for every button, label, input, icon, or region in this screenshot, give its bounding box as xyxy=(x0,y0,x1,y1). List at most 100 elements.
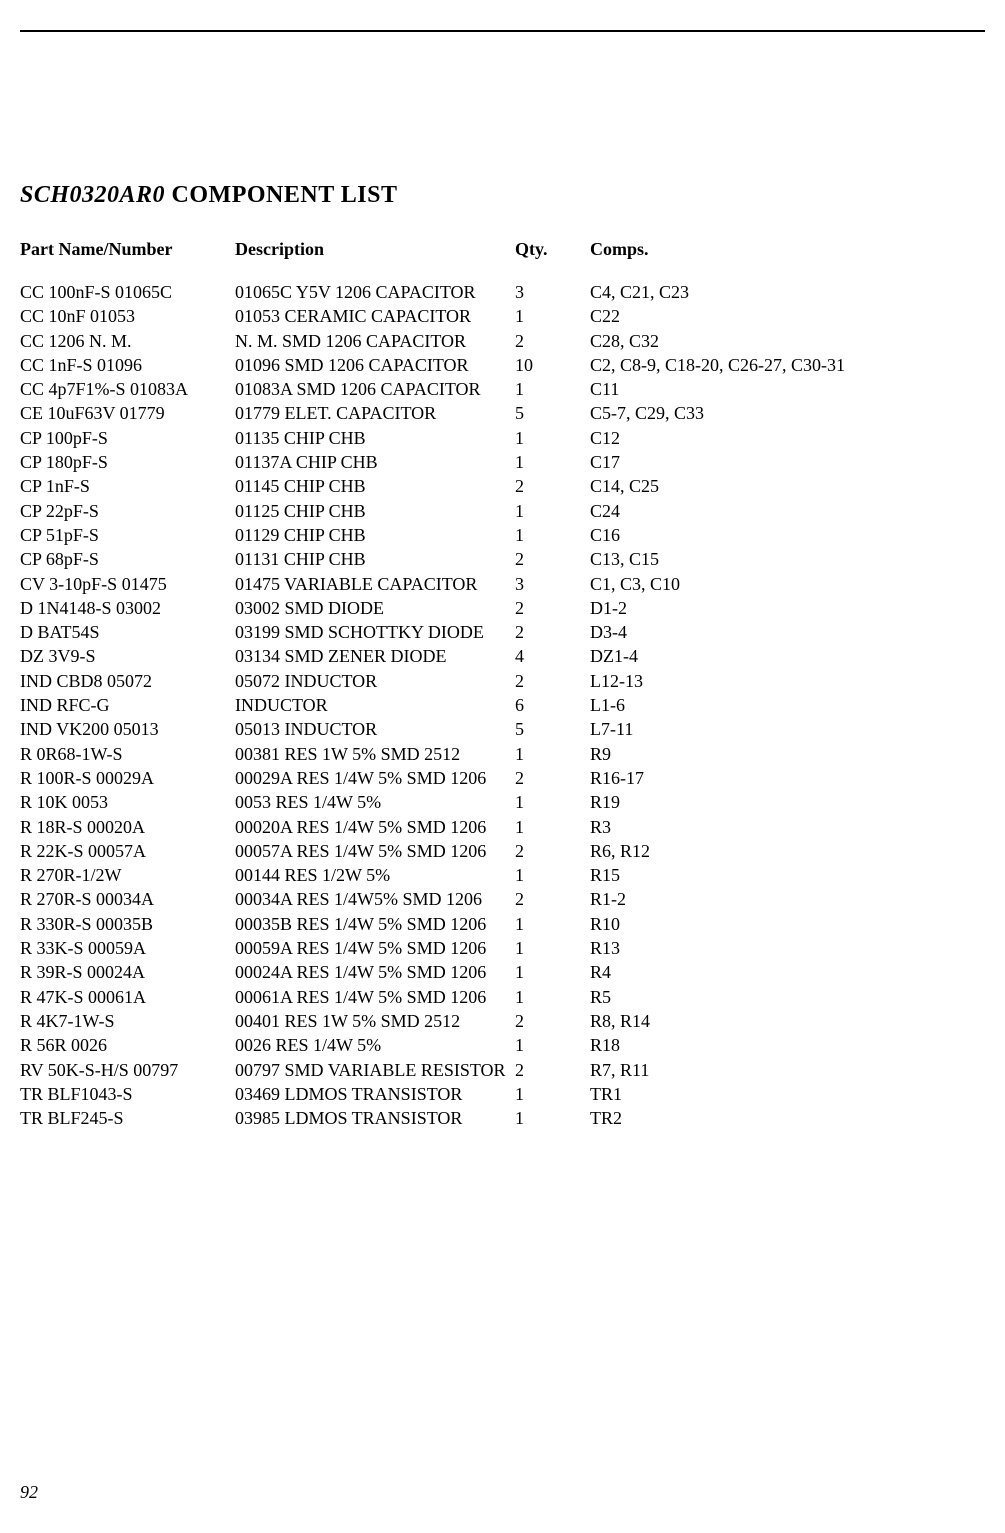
cell-comps: L7-11 xyxy=(590,717,985,741)
cell-part: R 0R68-1W-S xyxy=(20,742,235,766)
cell-comps: DZ1-4 xyxy=(590,644,985,668)
cell-part: R 39R-S 00024A xyxy=(20,960,235,984)
cell-comps: C11 xyxy=(590,377,985,401)
cell-part: CC 10nF 01053 xyxy=(20,304,235,328)
cell-qty: 1 xyxy=(515,377,590,401)
cell-comps: R5 xyxy=(590,985,985,1009)
cell-comps: R9 xyxy=(590,742,985,766)
cell-part: R 4K7-1W-S xyxy=(20,1009,235,1033)
cell-description: 00381 RES 1W 5% SMD 2512 xyxy=(235,742,515,766)
table-row: R 33K-S 00059A00059A RES 1/4W 5% SMD 120… xyxy=(20,936,985,960)
cell-description: 01475 VARIABLE CAPACITOR xyxy=(235,572,515,596)
cell-comps: R6, R12 xyxy=(590,839,985,863)
table-row: CP 22pF-S01125 CHIP CHB1C24 xyxy=(20,499,985,523)
table-row: IND CBD8 0507205072 INDUCTOR2L12-13 xyxy=(20,669,985,693)
cell-comps: R16-17 xyxy=(590,766,985,790)
cell-qty: 1 xyxy=(515,1033,590,1057)
cell-part: CP 22pF-S xyxy=(20,499,235,523)
cell-qty: 3 xyxy=(515,280,590,304)
table-row: TR BLF245-S03985 LDMOS TRANSISTOR1TR2 xyxy=(20,1106,985,1130)
cell-description: 00020A RES 1/4W 5% SMD 1206 xyxy=(235,815,515,839)
table-row: CP 68pF-S01131 CHIP CHB2C13, C15 xyxy=(20,547,985,571)
cell-description: 05013 INDUCTOR xyxy=(235,717,515,741)
cell-comps: C5-7, C29, C33 xyxy=(590,401,985,425)
cell-description: INDUCTOR xyxy=(235,693,515,717)
cell-description: 03985 LDMOS TRANSISTOR xyxy=(235,1106,515,1130)
cell-description: 01779 ELET. CAPACITOR xyxy=(235,401,515,425)
cell-part: R 22K-S 00057A xyxy=(20,839,235,863)
cell-qty: 1 xyxy=(515,304,590,328)
cell-description: 00034A RES 1/4W5% SMD 1206 xyxy=(235,887,515,911)
cell-comps: C28, C32 xyxy=(590,329,985,353)
cell-description: 03469 LDMOS TRANSISTOR xyxy=(235,1082,515,1106)
cell-part: TR BLF1043-S xyxy=(20,1082,235,1106)
cell-qty: 1 xyxy=(515,985,590,1009)
cell-part: TR BLF245-S xyxy=(20,1106,235,1130)
cell-part: R 330R-S 00035B xyxy=(20,912,235,936)
cell-comps: C17 xyxy=(590,450,985,474)
cell-description: 01125 CHIP CHB xyxy=(235,499,515,523)
cell-description: 00057A RES 1/4W 5% SMD 1206 xyxy=(235,839,515,863)
cell-part: CC 1nF-S 01096 xyxy=(20,353,235,377)
cell-part: R 270R-S 00034A xyxy=(20,887,235,911)
table-row: CC 10nF 0105301053 CERAMIC CAPACITOR1C22 xyxy=(20,304,985,328)
cell-comps: R19 xyxy=(590,790,985,814)
cell-description: 00024A RES 1/4W 5% SMD 1206 xyxy=(235,960,515,984)
cell-description: 01137A CHIP CHB xyxy=(235,450,515,474)
header-description: Description xyxy=(235,239,515,260)
table-row: R 270R-1/2W00144 RES 1/2W 5%1R15 xyxy=(20,863,985,887)
table-row: CP 1nF-S01145 CHIP CHB2C14, C25 xyxy=(20,474,985,498)
cell-qty: 2 xyxy=(515,1058,590,1082)
table-headers: Part Name/Number Description Qty. Comps. xyxy=(20,239,985,260)
cell-qty: 1 xyxy=(515,815,590,839)
cell-comps: R8, R14 xyxy=(590,1009,985,1033)
table-row: IND VK200 0501305013 INDUCTOR5L7-11 xyxy=(20,717,985,741)
cell-part: R 47K-S 00061A xyxy=(20,985,235,1009)
table-row: R 22K-S 00057A00057A RES 1/4W 5% SMD 120… xyxy=(20,839,985,863)
table-row: CP 180pF-S01137A CHIP CHB1C17 xyxy=(20,450,985,474)
cell-qty: 1 xyxy=(515,499,590,523)
cell-part: RV 50K-S-H/S 00797 xyxy=(20,1058,235,1082)
table-row: R 330R-S 00035B00035B RES 1/4W 5% SMD 12… xyxy=(20,912,985,936)
cell-part: CP 51pF-S xyxy=(20,523,235,547)
cell-qty: 1 xyxy=(515,523,590,547)
cell-part: R 10K 0053 xyxy=(20,790,235,814)
cell-comps: TR2 xyxy=(590,1106,985,1130)
cell-comps: C22 xyxy=(590,304,985,328)
cell-part: DZ 3V9-S xyxy=(20,644,235,668)
cell-part: R 33K-S 00059A xyxy=(20,936,235,960)
cell-comps: C13, C15 xyxy=(590,547,985,571)
cell-part: IND RFC-G xyxy=(20,693,235,717)
cell-comps: TR1 xyxy=(590,1082,985,1106)
cell-part: R 56R 0026 xyxy=(20,1033,235,1057)
cell-part: IND VK200 05013 xyxy=(20,717,235,741)
cell-qty: 5 xyxy=(515,401,590,425)
cell-qty: 1 xyxy=(515,863,590,887)
content-area: SCH0320AR0 COMPONENT LIST Part Name/Numb… xyxy=(0,32,1005,1130)
table-row: CC 100nF-S 01065C01065C Y5V 1206 CAPACIT… xyxy=(20,280,985,304)
cell-qty: 10 xyxy=(515,353,590,377)
cell-description: 00797 SMD VARIABLE RESISTOR xyxy=(235,1058,515,1082)
cell-description: 01053 CERAMIC CAPACITOR xyxy=(235,304,515,328)
cell-qty: 1 xyxy=(515,1082,590,1106)
cell-part: IND CBD8 05072 xyxy=(20,669,235,693)
cell-part: CP 68pF-S xyxy=(20,547,235,571)
cell-comps: R3 xyxy=(590,815,985,839)
cell-comps: C14, C25 xyxy=(590,474,985,498)
cell-description: 03002 SMD DIODE xyxy=(235,596,515,620)
cell-part: CC 4p7F1%-S 01083A xyxy=(20,377,235,401)
cell-qty: 1 xyxy=(515,936,590,960)
cell-part: CC 1206 N. M. xyxy=(20,329,235,353)
page-title: SCH0320AR0 COMPONENT LIST xyxy=(20,182,985,209)
cell-description: 00144 RES 1/2W 5% xyxy=(235,863,515,887)
table-row: D BAT54S03199 SMD SCHOTTKY DIODE2D3-4 xyxy=(20,620,985,644)
table-row: R 10K 00530053 RES 1/4W 5%1R19 xyxy=(20,790,985,814)
cell-description: 01145 CHIP CHB xyxy=(235,474,515,498)
cell-qty: 2 xyxy=(515,669,590,693)
table-row: CC 1206 N. M.N. M. SMD 1206 CAPACITOR2C2… xyxy=(20,329,985,353)
cell-description: 00059A RES 1/4W 5% SMD 1206 xyxy=(235,936,515,960)
table-row: CE 10uF63V 0177901779 ELET. CAPACITOR5C5… xyxy=(20,401,985,425)
cell-qty: 1 xyxy=(515,1106,590,1130)
cell-qty: 1 xyxy=(515,790,590,814)
table-row: R 100R-S 00029A00029A RES 1/4W 5% SMD 12… xyxy=(20,766,985,790)
